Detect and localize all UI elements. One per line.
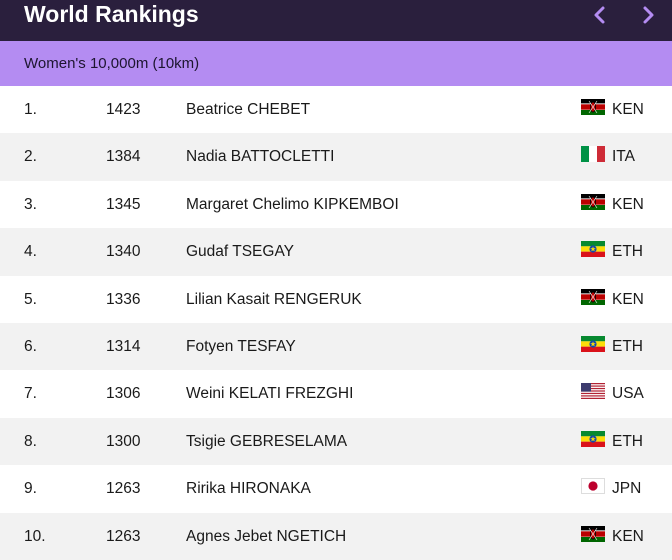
kenya-flag-icon [581, 288, 605, 305]
country-code: ETH [612, 337, 643, 355]
page-title: World Rankings [24, 1, 199, 27]
ranking-row[interactable]: 1. 1423 Beatrice CHEBET KEN [0, 86, 672, 133]
ranking-points: 1314 [106, 337, 141, 355]
japan-flag-icon [581, 478, 605, 495]
rank-number: 6. [24, 337, 37, 355]
athlete-name[interactable]: Gudaf TSEGAY [186, 243, 294, 261]
country-code: KEN [612, 195, 644, 213]
ranking-points: 1336 [106, 290, 141, 308]
ranking-row[interactable]: 6. 1314 Fotyen TESFAY ETH [0, 322, 672, 371]
rank-number: 3. [24, 195, 37, 213]
usa-flag-icon [581, 383, 605, 400]
rank-number: 9. [24, 480, 37, 498]
athlete-name[interactable]: Tsigie GEBRESELAMA [186, 432, 348, 450]
rank-number: 10. [24, 527, 46, 545]
event-label: Women's 10,000m (10km) [24, 55, 200, 72]
rank-number: 4. [24, 243, 37, 261]
athlete-name[interactable]: Weini KELATI FREZGHI [186, 385, 354, 403]
ethiopia-flag-icon [581, 335, 605, 352]
ranking-row[interactable]: 8. 1300 Tsigie GEBRESELAMA ETH [0, 417, 672, 466]
ranking-row[interactable]: 3. 1345 Margaret Chelimo KIPKEMBOI KEN [0, 181, 672, 228]
chevron-right-icon[interactable] [637, 4, 659, 26]
athlete-name[interactable]: Ririka HIRONAKA [186, 480, 311, 498]
athlete-name[interactable]: Margaret Chelimo KIPKEMBOI [186, 195, 399, 213]
header-bar: World Rankings [0, 0, 672, 41]
rank-number: 8. [24, 432, 37, 450]
ranking-points: 1263 [106, 527, 141, 545]
kenya-flag-icon [581, 525, 605, 542]
ranking-points: 1345 [106, 195, 141, 213]
rank-number: 5. [24, 290, 37, 308]
country-code: ETH [612, 432, 643, 450]
italy-flag-icon [581, 146, 605, 163]
event-bar: Women's 10,000m (10km) [0, 41, 672, 86]
country-code: JPN [612, 480, 642, 498]
athlete-name[interactable]: Lilian Kasait RENGERUK [186, 290, 362, 308]
kenya-flag-icon [581, 99, 605, 115]
ranking-points: 1340 [106, 243, 141, 261]
ranking-points: 1423 [106, 101, 141, 118]
ranking-row[interactable]: 7. 1306 Weini KELATI FREZGHI USA [0, 370, 672, 417]
athlete-name[interactable]: Beatrice CHEBET [186, 101, 311, 118]
country-code: ITA [612, 148, 635, 166]
ranking-row[interactable]: 9. 1263 Ririka HIRONAKA JPN [0, 465, 672, 512]
athlete-name[interactable]: Nadia BATTOCLETTI [186, 148, 335, 166]
rank-number: 2. [24, 148, 37, 166]
kenya-flag-icon [581, 193, 605, 210]
rank-number: 7. [24, 385, 37, 403]
ethiopia-flag-icon [581, 241, 605, 258]
ranking-row[interactable]: 10. 1263 Agnes Jebet NGETICH KEN [0, 512, 672, 560]
ranking-points: 1263 [106, 480, 141, 498]
chevron-left-icon[interactable] [589, 4, 611, 26]
rankings-list: 1. 1423 Beatrice CHEBET KEN 2. 1384 Nadia BAT… [0, 86, 672, 560]
country-code: ETH [612, 243, 643, 261]
ranking-points: 1300 [106, 432, 141, 450]
rank-number: 1. [24, 101, 37, 118]
country-code: KEN [612, 290, 644, 308]
country-code: KEN [612, 101, 644, 118]
ranking-points: 1384 [106, 148, 141, 166]
ethiopia-flag-icon [581, 430, 605, 447]
athlete-name[interactable]: Agnes Jebet NGETICH [186, 527, 347, 545]
athlete-name[interactable]: Fotyen TESFAY [186, 337, 296, 355]
ranking-row[interactable]: 2. 1384 Nadia BATTOCLETTI ITA [0, 133, 672, 181]
country-code: USA [612, 385, 644, 403]
ranking-points: 1306 [106, 385, 141, 403]
country-code: KEN [612, 527, 644, 545]
ranking-row[interactable]: 5. 1336 Lilian Kasait RENGERUK KEN [0, 276, 672, 323]
ranking-row[interactable]: 4. 1340 Gudaf TSEGAY ETH [0, 228, 672, 276]
